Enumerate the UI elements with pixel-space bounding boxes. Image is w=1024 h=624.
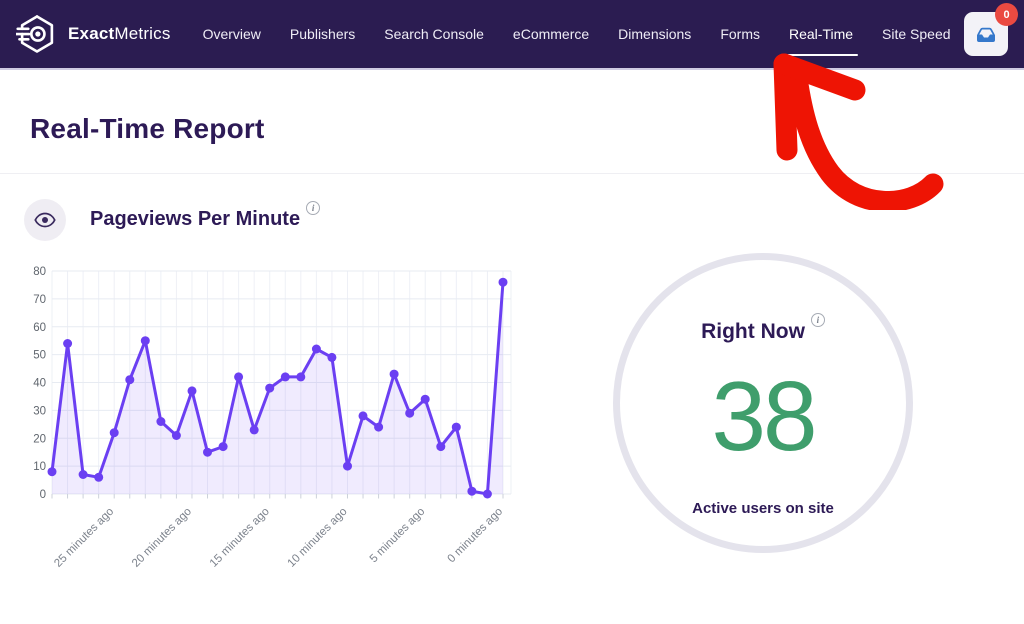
data-point-marker[interactable] [405, 408, 415, 418]
data-point-marker[interactable] [343, 461, 352, 471]
brand-rest: Metrics [114, 24, 171, 43]
x-axis-label: 15 minutes ago [208, 506, 272, 570]
y-axis-label: 20 [33, 433, 46, 445]
right-now-title-text: Right Now [701, 320, 805, 343]
page-title: Real-Time Report [30, 113, 265, 144]
data-point-marker[interactable] [249, 425, 259, 435]
section-divider [0, 173, 1024, 174]
data-point-marker[interactable] [467, 486, 477, 496]
right-now-widget: Right Now i 38 Active users on site [613, 253, 913, 553]
x-axis-label: 0 minutes ago [446, 506, 506, 566]
nav-item-forms[interactable]: Forms [720, 26, 760, 42]
nav-item-search-console[interactable]: Search Console [384, 26, 484, 42]
data-point-marker[interactable] [187, 386, 197, 396]
info-icon[interactable]: i [306, 201, 321, 215]
data-point-marker[interactable] [171, 431, 181, 440]
active-users-caption: Active users on site [692, 500, 834, 517]
notification-count-badge: 0 [995, 3, 1018, 26]
nav-item-ecommerce[interactable]: eCommerce [512, 26, 590, 42]
y-axis-label: 10 [33, 461, 46, 473]
info-icon[interactable]: i [810, 313, 825, 327]
pageviews-line-chart-canvas[interactable]: 0 10 20 30 40 50 60 70 80 25 minutes ago 20 minute… [24, 262, 524, 592]
y-axis-label: 50 [33, 350, 46, 362]
data-point-marker[interactable] [78, 470, 88, 479]
x-axis-label: 5 minutes ago [368, 506, 428, 566]
pageviews-section-title: Pageviews Per Minute i [90, 201, 321, 231]
active-users-count: 38 [711, 361, 817, 471]
pageviews-line-series [50, 280, 505, 496]
inbox-icon [977, 27, 995, 42]
right-now-title: Right Now i [620, 313, 906, 344]
data-point-marker[interactable] [311, 344, 321, 354]
data-point-marker[interactable] [156, 417, 166, 426]
nav-item-dimensions[interactable]: Dimensions [618, 26, 692, 42]
data-point-marker[interactable] [389, 369, 399, 379]
nav-item-real-time[interactable]: Real-Time [783, 20, 859, 56]
data-point-marker[interactable] [218, 442, 228, 452]
brand-name[interactable]: ExactMetrics [68, 24, 171, 44]
data-point-marker[interactable] [420, 394, 430, 404]
data-point-marker[interactable] [125, 375, 135, 385]
y-axis-label: 60 [33, 322, 46, 334]
top-navigation-bar: ExactMetrics Overview Publishers Search Co… [0, 0, 1024, 70]
y-axis-label: 80 [33, 266, 46, 278]
exactmetrics-logo-icon[interactable] [16, 13, 58, 55]
y-axis-label: 30 [33, 405, 46, 417]
pageviews-section-icon [24, 199, 66, 241]
nav-menu: Overview Publishers Search Console eCommerc… [202, 20, 951, 56]
nav-item-overview[interactable]: Overview [202, 26, 261, 42]
data-point-marker[interactable] [140, 336, 150, 346]
data-point-marker[interactable] [451, 422, 461, 432]
data-point-marker[interactable] [63, 339, 73, 348]
data-point-marker[interactable] [234, 372, 244, 382]
eye-icon [34, 212, 56, 228]
data-point-marker[interactable] [47, 467, 57, 477]
pageviews-chart[interactable]: 0 10 20 30 40 50 60 70 80 25 minutes ago 20 minute… [24, 262, 524, 592]
data-point-marker[interactable] [482, 489, 492, 499]
data-point-marker[interactable] [296, 372, 306, 382]
y-axis-label: 70 [33, 294, 46, 306]
notifications-inbox-button[interactable]: 0 [964, 3, 1018, 56]
nav-item-site-speed[interactable]: Site Speed [882, 26, 951, 42]
data-point-marker[interactable] [327, 352, 337, 362]
data-point-marker[interactable] [358, 411, 368, 421]
brand-bold: Exact [68, 24, 115, 43]
data-point-marker[interactable] [109, 428, 119, 438]
y-axis-label: 0 [40, 489, 46, 501]
data-point-marker[interactable] [436, 442, 446, 452]
data-point-marker[interactable] [265, 383, 275, 393]
data-point-marker[interactable] [94, 472, 104, 482]
data-point-marker[interactable] [374, 422, 384, 432]
pageviews-title-text: Pageviews Per Minute [90, 208, 301, 230]
y-axis-label: 40 [33, 378, 46, 390]
data-point-marker[interactable] [498, 277, 508, 287]
x-axis-label: 25 minutes ago [52, 506, 116, 570]
data-point-marker[interactable] [203, 447, 212, 457]
x-axis-label: 10 minutes ago [286, 506, 350, 570]
data-point-marker[interactable] [280, 372, 290, 382]
x-axis-label: 20 minutes ago [130, 506, 194, 570]
nav-item-publishers[interactable]: Publishers [289, 26, 356, 42]
